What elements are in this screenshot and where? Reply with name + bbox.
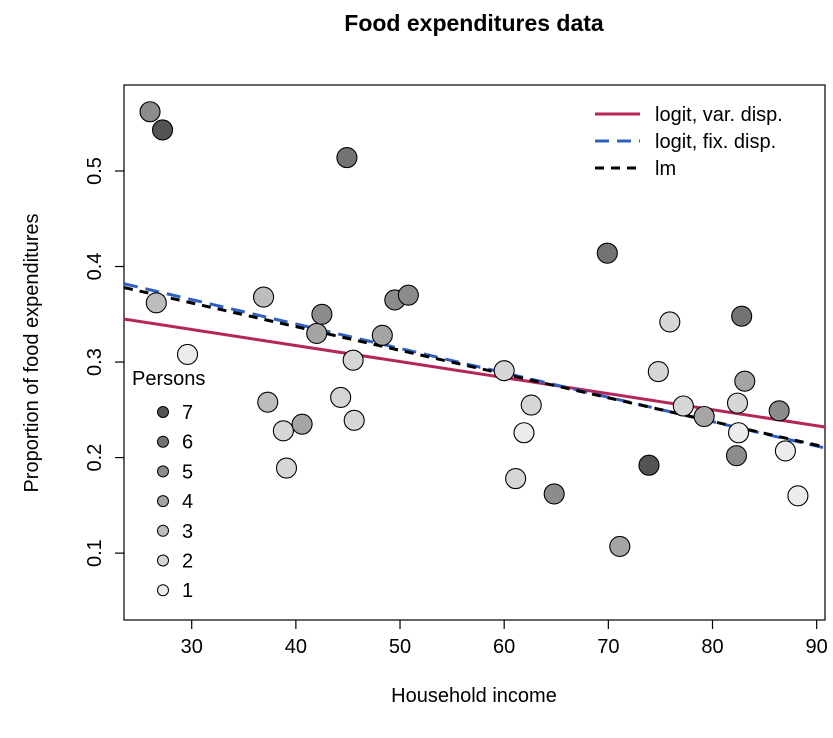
y-axis-label: Proportion of food expenditures bbox=[21, 213, 43, 492]
data-point bbox=[176, 343, 199, 365]
size-legend-label: 6 bbox=[182, 432, 193, 454]
line-legend-label: logit, var. disp. bbox=[655, 104, 783, 126]
x-tick-label: 80 bbox=[701, 636, 723, 658]
x-tick-label: 90 bbox=[806, 636, 828, 658]
data-points bbox=[139, 101, 809, 557]
data-point bbox=[145, 292, 167, 314]
fit-line bbox=[124, 317, 825, 429]
size-legend-label: 7 bbox=[182, 402, 193, 424]
data-point bbox=[513, 422, 535, 444]
data-point bbox=[275, 457, 298, 479]
x-axis-label: Household income bbox=[391, 685, 557, 707]
data-point bbox=[343, 409, 365, 431]
size-legend: Persons 7 6 5 4 3 2 1 bbox=[132, 368, 205, 602]
data-point bbox=[727, 422, 750, 444]
data-point bbox=[311, 303, 333, 325]
size-legend-label: 3 bbox=[182, 521, 193, 543]
data-point bbox=[330, 386, 352, 408]
size-legend-marker bbox=[157, 584, 169, 597]
x-tick-label: 50 bbox=[389, 636, 411, 658]
data-point bbox=[726, 392, 749, 414]
data-point bbox=[397, 284, 419, 306]
data-point bbox=[725, 445, 748, 467]
data-point bbox=[734, 370, 756, 392]
line-legend: logit, var. disp. logit, fix. disp. lm bbox=[595, 104, 783, 180]
data-point bbox=[151, 119, 174, 141]
data-point bbox=[638, 454, 660, 476]
plot-frame bbox=[123, 84, 826, 621]
data-point bbox=[672, 395, 694, 417]
data-point bbox=[272, 420, 294, 442]
data-point bbox=[774, 440, 796, 462]
data-point bbox=[336, 147, 358, 169]
data-point bbox=[768, 400, 790, 422]
data-point bbox=[596, 242, 618, 264]
line-legend-label: lm bbox=[655, 158, 676, 180]
data-point bbox=[543, 483, 565, 505]
x-tick-label: 40 bbox=[285, 636, 307, 658]
size-legend-label: 2 bbox=[182, 551, 193, 573]
x-tick-label: 30 bbox=[181, 636, 203, 658]
size-legend-label: 1 bbox=[182, 580, 193, 602]
data-point bbox=[291, 413, 313, 435]
chart-title: Food expenditures data bbox=[344, 10, 604, 36]
size-legend-marker bbox=[157, 495, 169, 508]
y-tick-label: 0.2 bbox=[84, 444, 106, 472]
line-legend-label: logit, fix. disp. bbox=[655, 131, 776, 153]
size-legend-marker bbox=[157, 465, 169, 478]
size-legend-label: 4 bbox=[182, 491, 193, 513]
data-point bbox=[139, 101, 161, 123]
data-point bbox=[787, 485, 809, 507]
x-tick-label: 70 bbox=[597, 636, 619, 658]
size-legend-marker bbox=[157, 435, 169, 448]
y-tick-label: 0.5 bbox=[84, 157, 106, 185]
fit-line bbox=[124, 286, 825, 449]
data-point bbox=[493, 360, 515, 382]
data-point bbox=[731, 305, 753, 327]
y-tick-label: 0.4 bbox=[84, 253, 106, 281]
data-point bbox=[609, 535, 631, 557]
y-tick-label: 0.1 bbox=[84, 539, 106, 567]
data-point bbox=[253, 286, 275, 308]
data-point bbox=[371, 324, 393, 346]
axes: 30 40 50 60 70 80 90 0.1 0.2 0.3 0.4 0.5 bbox=[84, 157, 828, 658]
data-point bbox=[647, 361, 669, 383]
data-point bbox=[659, 311, 681, 333]
fit-lines bbox=[124, 282, 825, 450]
data-point bbox=[306, 322, 328, 344]
data-point bbox=[257, 391, 279, 413]
data-point bbox=[342, 349, 364, 371]
data-point bbox=[505, 468, 527, 490]
size-legend-label: 5 bbox=[182, 461, 193, 483]
size-legend-marker bbox=[157, 406, 169, 418]
size-legend-marker bbox=[157, 524, 169, 537]
x-tick-label: 60 bbox=[493, 636, 515, 658]
y-tick-label: 0.3 bbox=[84, 348, 106, 376]
data-point bbox=[693, 405, 715, 428]
size-legend-title: Persons bbox=[132, 368, 205, 390]
size-legend-marker bbox=[157, 554, 169, 567]
data-point bbox=[520, 394, 542, 416]
